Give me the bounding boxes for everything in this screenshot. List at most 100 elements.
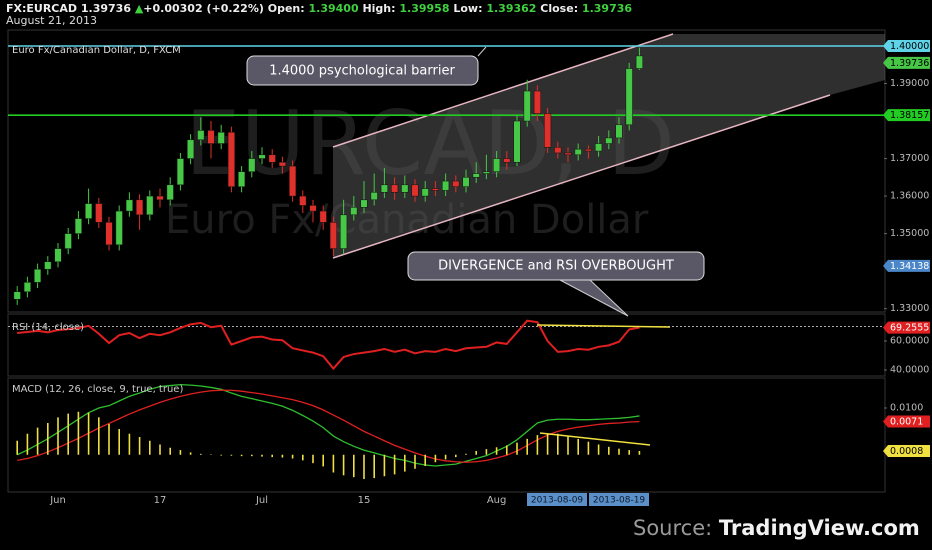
axis-label-box bbox=[883, 415, 930, 428]
candle-body bbox=[95, 203, 103, 223]
candle-body bbox=[615, 124, 623, 139]
date-marker-label: 2013-08-09 bbox=[531, 496, 584, 506]
axis-label: 69.2555 bbox=[890, 323, 929, 334]
macd-pane bbox=[7, 377, 886, 493]
candle-body bbox=[595, 143, 603, 152]
candle-body bbox=[564, 152, 572, 156]
candle-body bbox=[350, 207, 358, 216]
axis-label: 1.39736 bbox=[890, 58, 929, 69]
axis-label: 0.0071 bbox=[890, 417, 923, 428]
callout-box bbox=[407, 251, 705, 281]
candle-body bbox=[380, 184, 388, 193]
candle-body bbox=[584, 148, 592, 152]
candle-body bbox=[340, 214, 348, 249]
candle-body bbox=[278, 162, 286, 167]
candle-body bbox=[115, 210, 123, 246]
callout-text: DIVERGENCE and RSI OVERBOUGHT bbox=[438, 259, 674, 274]
axis-label-box bbox=[883, 445, 930, 458]
candle-body bbox=[554, 147, 562, 154]
date-marker bbox=[589, 493, 649, 506]
candle-body bbox=[13, 291, 21, 300]
candle-body bbox=[309, 205, 317, 212]
plot: 1.39000 1.37000 1.36000 1.35000 1.33000 1.400… bbox=[8, 40, 930, 506]
axis-label-box bbox=[883, 259, 930, 272]
low: 1.39362 bbox=[486, 2, 536, 15]
candle-body bbox=[23, 282, 31, 292]
candle-body bbox=[74, 218, 82, 234]
y-tick-label: 1.33000 bbox=[890, 303, 929, 314]
candle-body bbox=[431, 188, 439, 191]
source-label: Source: bbox=[633, 516, 712, 540]
candle-body bbox=[391, 184, 399, 193]
price: 1.39736 bbox=[81, 2, 131, 15]
candle-body bbox=[625, 68, 633, 126]
candle-body bbox=[85, 203, 93, 219]
source: Source: TradingView.com bbox=[633, 516, 920, 540]
candle-body bbox=[411, 184, 419, 197]
axis-label-box bbox=[883, 109, 930, 122]
candle-body bbox=[421, 188, 429, 197]
axis-label-box bbox=[883, 321, 930, 334]
macd-line bbox=[17, 389, 640, 463]
legend-title: Euro Fx/Canadian Dollar, D, FXCM bbox=[12, 45, 181, 56]
y-tick-label: 1.35000 bbox=[890, 228, 929, 239]
macd-line bbox=[16, 383, 640, 467]
candle-body bbox=[462, 177, 470, 187]
candle-body bbox=[136, 199, 144, 216]
candle-body bbox=[238, 171, 246, 187]
y-tick-label: 40.0000 bbox=[890, 364, 929, 375]
x-tick-label: Jul bbox=[255, 495, 268, 506]
open-label: Open: bbox=[268, 2, 305, 15]
x-tick-label: Jun bbox=[49, 495, 66, 506]
x-tick-label: 17 bbox=[154, 495, 167, 506]
candle-body bbox=[493, 158, 501, 172]
x-tick-label: 15 bbox=[358, 495, 371, 506]
y-tick-label: 0.0100 bbox=[890, 403, 923, 414]
axis-label-box bbox=[883, 56, 930, 69]
axis-label: 1.38157 bbox=[890, 110, 929, 121]
source-site: TradingView.com bbox=[719, 516, 920, 540]
axis-label: 1.40000 bbox=[890, 41, 929, 52]
candle-body bbox=[207, 130, 215, 144]
candle-body bbox=[197, 130, 205, 141]
callout-pointer bbox=[477, 46, 487, 57]
rsi-title: RSI (14, close) bbox=[12, 322, 84, 333]
candle-body bbox=[360, 199, 368, 208]
callout-text: 1.4000 psychological barrier bbox=[269, 64, 455, 79]
candle-body bbox=[503, 158, 511, 163]
macd-trendline bbox=[539, 432, 651, 446]
high-label: High: bbox=[362, 2, 395, 15]
candle-body bbox=[105, 222, 113, 246]
rsi-line bbox=[17, 319, 640, 371]
candle-body bbox=[217, 132, 225, 144]
callout-box bbox=[246, 55, 479, 86]
candle-body bbox=[513, 120, 521, 163]
header-quote: FX:EURCAD 1.39736 ▲+0.00302 (+0.22%) Ope… bbox=[6, 2, 632, 15]
y-tick-label: 60.0000 bbox=[890, 335, 929, 346]
candle-body bbox=[227, 132, 235, 187]
change-arrow: ▲ bbox=[135, 2, 144, 15]
candle-body bbox=[482, 171, 490, 174]
rsi-pane bbox=[7, 313, 886, 377]
candle-body bbox=[64, 233, 72, 249]
candle-body bbox=[125, 199, 133, 212]
channel-lower bbox=[332, 94, 831, 259]
candle-body bbox=[268, 154, 276, 163]
rsi-trendline bbox=[536, 324, 671, 328]
candle-body bbox=[472, 173, 480, 178]
close: 1.39736 bbox=[582, 2, 632, 15]
high: 1.39958 bbox=[399, 2, 449, 15]
candle-body bbox=[533, 90, 541, 114]
candle-body bbox=[574, 148, 582, 156]
candle-body bbox=[442, 180, 450, 191]
date-marker-label: 2013-08-19 bbox=[593, 496, 646, 506]
candle-body bbox=[258, 154, 266, 159]
close-label: Close: bbox=[540, 2, 578, 15]
open: 1.39400 bbox=[309, 2, 359, 15]
candle-body bbox=[156, 195, 164, 201]
candle-body bbox=[329, 222, 337, 249]
candle-body bbox=[54, 248, 62, 262]
y-tick-label: 1.37000 bbox=[890, 153, 929, 164]
